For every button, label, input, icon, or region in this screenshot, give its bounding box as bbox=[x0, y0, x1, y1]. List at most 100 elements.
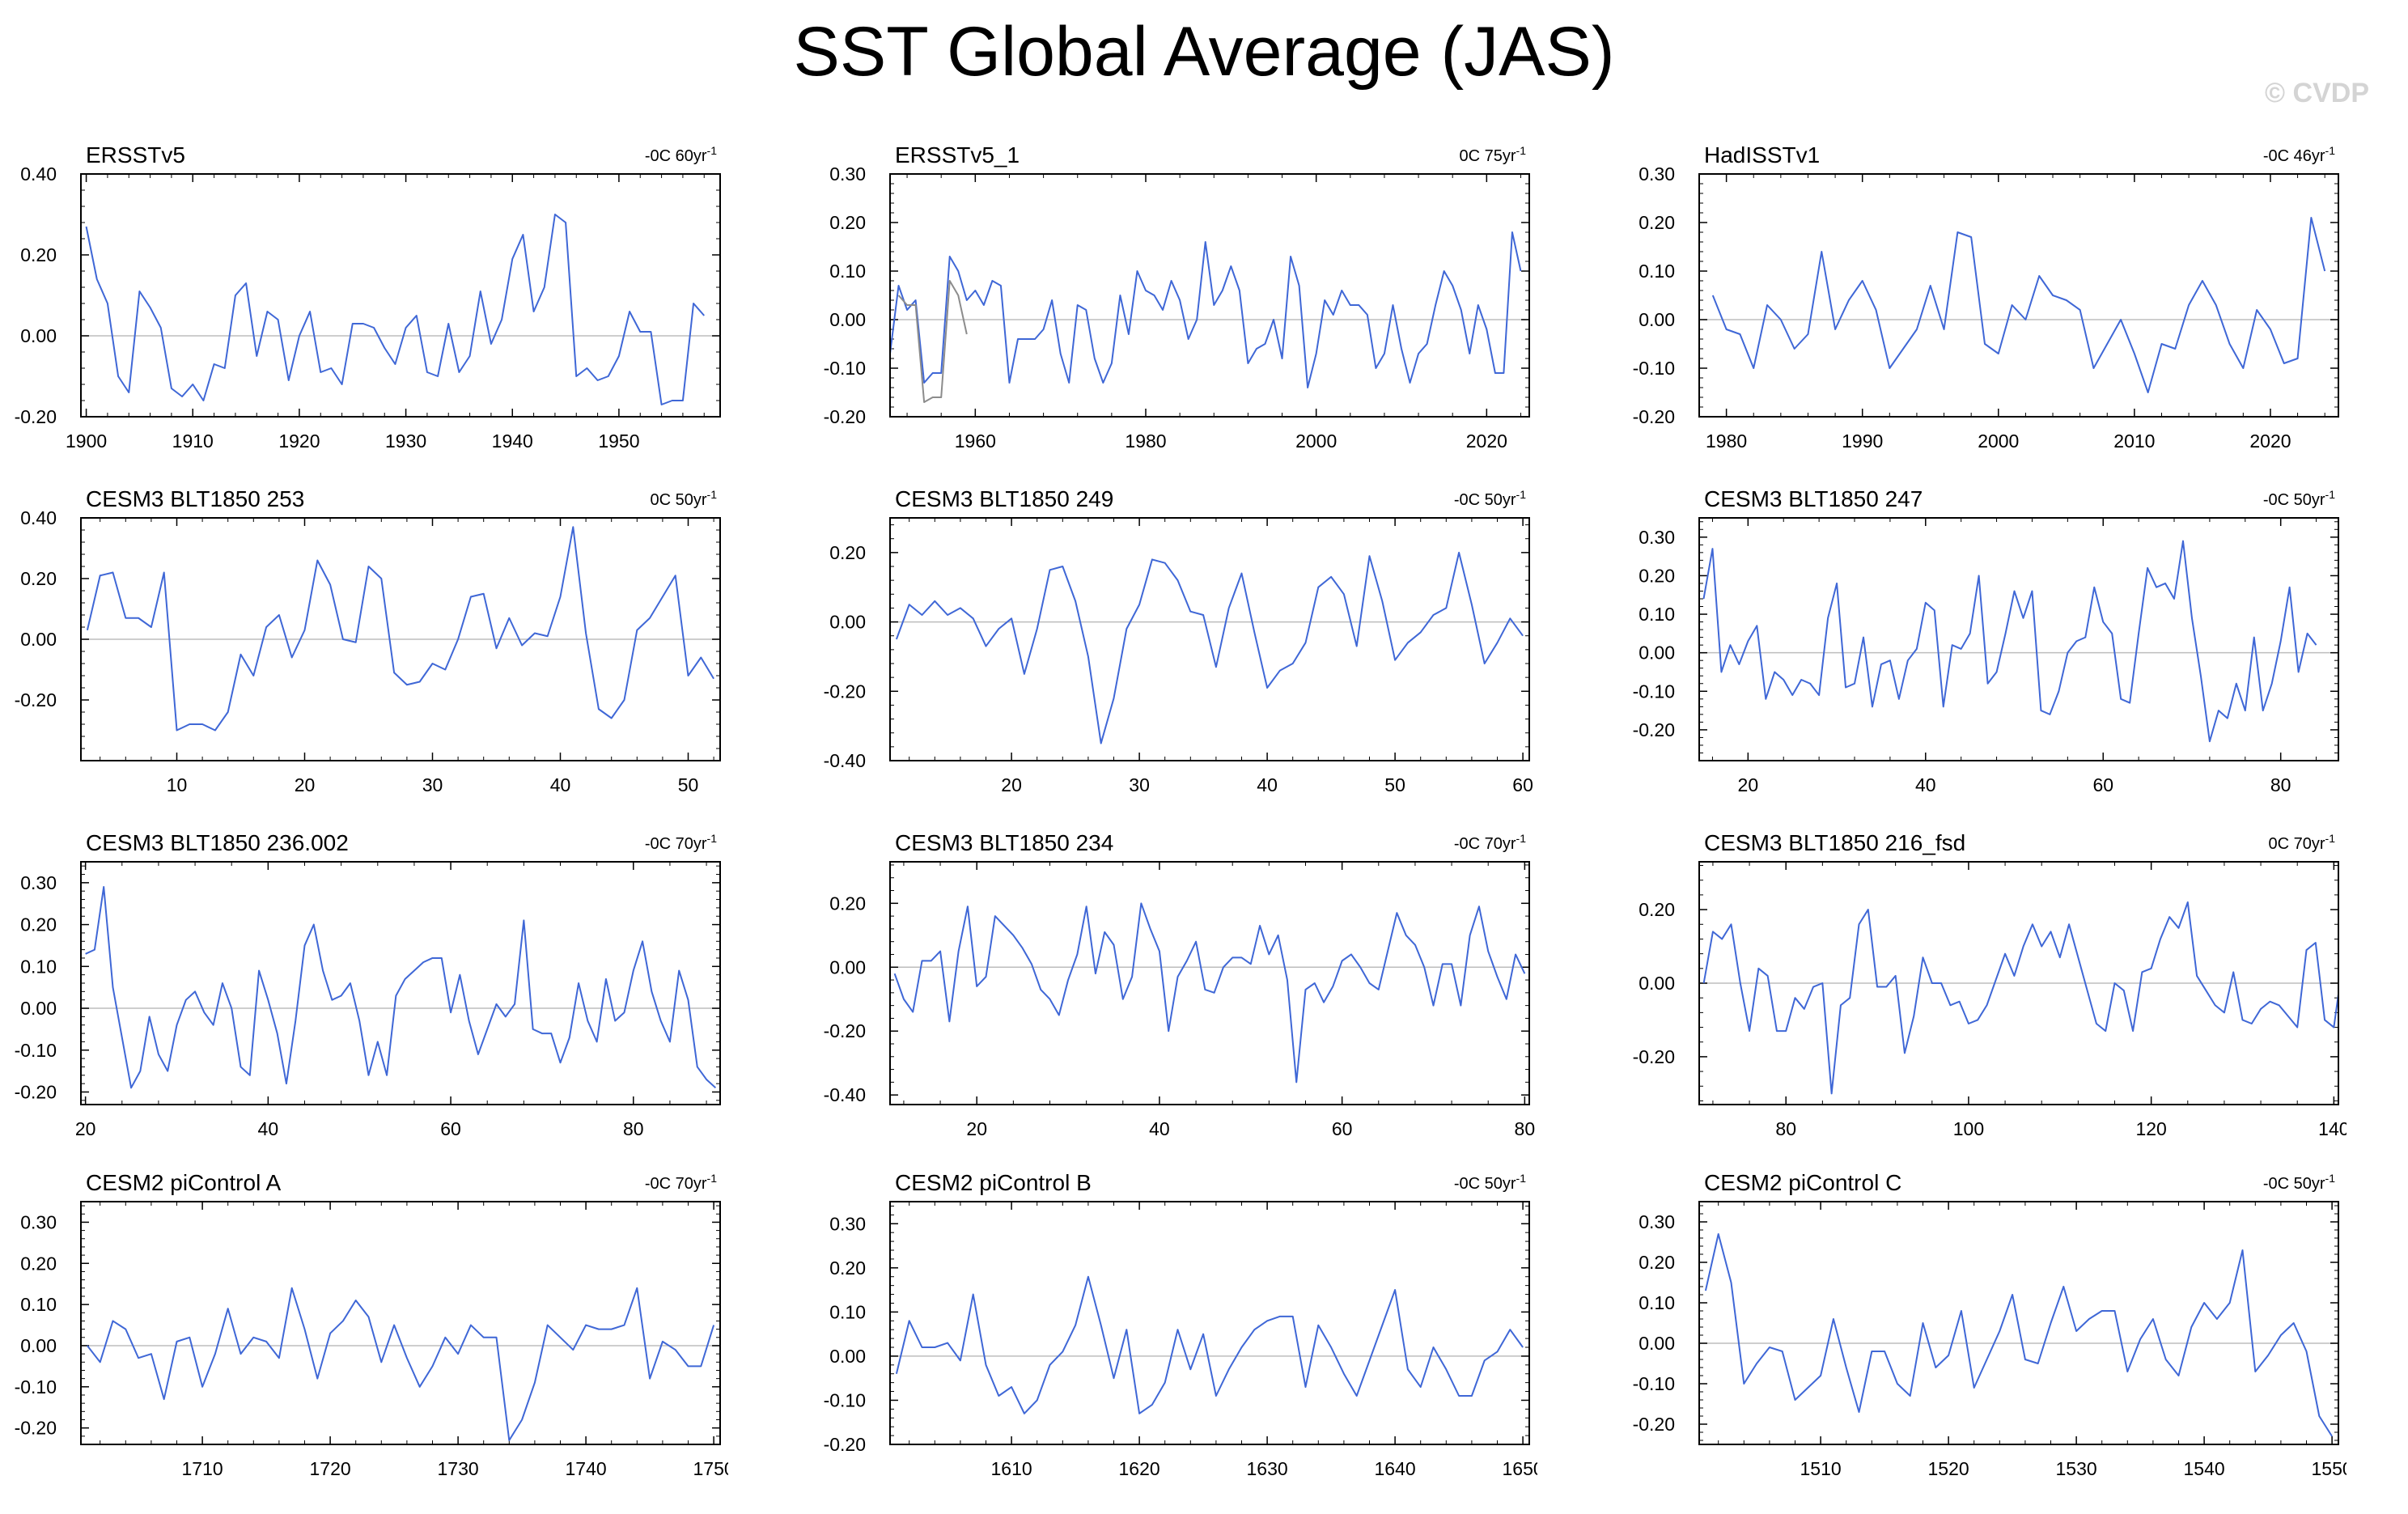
trend-label: 0C 70yr-1 bbox=[2269, 832, 2336, 853]
trend-label: -0C 50yr-1 bbox=[2263, 488, 2335, 509]
data-series-line bbox=[85, 214, 706, 405]
x-tick-label: 10 bbox=[167, 774, 188, 795]
y-tick-label: -0.20 bbox=[15, 1081, 57, 1102]
data-series-line bbox=[86, 526, 714, 732]
x-tick-label: 20 bbox=[1001, 774, 1022, 795]
x-tick-label: 2010 bbox=[2113, 430, 2155, 452]
x-tick-label: 1980 bbox=[1706, 430, 1747, 452]
trend-label: -0C 70yr-1 bbox=[645, 1172, 717, 1193]
y-tick-label: 0.10 bbox=[829, 1301, 866, 1322]
y-tick-label: -0.10 bbox=[15, 1376, 57, 1397]
trend-exponent: -1 bbox=[707, 1172, 718, 1185]
trend-exponent: -1 bbox=[1516, 488, 1527, 501]
x-tick-label: 140 bbox=[2318, 1118, 2347, 1139]
x-tick-label: 40 bbox=[1915, 774, 1936, 795]
trend-exponent: -1 bbox=[707, 832, 718, 845]
plot-frame bbox=[1698, 173, 2339, 418]
y-tick-label: -0.10 bbox=[824, 1389, 866, 1410]
data-series-line bbox=[87, 1287, 715, 1441]
y-tick-label: 0.00 bbox=[20, 629, 57, 650]
chart-title: CESM3 BLT1850 249 bbox=[895, 486, 1113, 511]
chart-title: CESM3 BLT1850 247 bbox=[1704, 486, 1923, 511]
x-tick-label: 1750 bbox=[693, 1458, 728, 1479]
trend-label: -0C 50yr-1 bbox=[1454, 488, 1526, 509]
y-tick-label: 0.20 bbox=[20, 914, 57, 935]
cvdp-watermark: © CVDP bbox=[2265, 78, 2369, 108]
trend-label: 0C 75yr-1 bbox=[1460, 144, 1527, 165]
y-tick-label: 0.30 bbox=[829, 1213, 866, 1234]
x-tick-label: 2020 bbox=[2249, 430, 2291, 452]
y-tick-label: 0.20 bbox=[1639, 1252, 1675, 1273]
y-tick-label: -0.20 bbox=[15, 1418, 57, 1439]
chart-panel: CESM3 BLT1850 247 -0C 50yr-1 -0.20 -0.10 0.0… bbox=[1633, 486, 2339, 795]
y-tick-label: -0.20 bbox=[824, 681, 866, 702]
trend-exponent: -1 bbox=[707, 144, 718, 157]
y-tick-label: 0.30 bbox=[829, 163, 866, 184]
plot-frame bbox=[1698, 1201, 2339, 1445]
x-tick-label: 1710 bbox=[182, 1458, 223, 1479]
y-tick-label: 0.10 bbox=[1639, 1292, 1675, 1313]
data-series-line bbox=[895, 551, 1524, 744]
x-tick-label: 40 bbox=[550, 774, 571, 795]
y-tick-label: 0.40 bbox=[20, 507, 57, 528]
x-tick-label: 1960 bbox=[955, 430, 996, 452]
y-tick-label: 0.20 bbox=[829, 542, 866, 563]
x-tick-label: 1720 bbox=[310, 1458, 351, 1479]
chart-panel: CESM2 piControl B -0C 50yr-1 -0.20 -0.10 0.0… bbox=[824, 1170, 1537, 1479]
data-series-line bbox=[895, 1275, 1524, 1414]
plot-frame bbox=[889, 1201, 1530, 1445]
trend-exponent: -1 bbox=[1516, 144, 1527, 157]
chart-panel: CESM3 BLT1850 253 0C 50yr-1 -0.20 0.00 0.20 0… bbox=[15, 486, 721, 795]
x-tick-label: 60 bbox=[440, 1118, 461, 1139]
y-tick-label: -0.40 bbox=[824, 750, 866, 771]
x-tick-label: 1620 bbox=[1119, 1458, 1160, 1479]
x-tick-label: 1730 bbox=[438, 1458, 479, 1479]
plot-frame bbox=[889, 517, 1530, 761]
y-tick-label: 0.20 bbox=[1639, 899, 1675, 920]
y-tick-label: -0.20 bbox=[1633, 719, 1675, 740]
x-tick-label: 1530 bbox=[2056, 1458, 2097, 1479]
y-tick-label: 0.00 bbox=[20, 325, 57, 346]
trend-label: -0C 70yr-1 bbox=[1454, 832, 1526, 853]
y-tick-label: 0.30 bbox=[20, 1211, 57, 1232]
y-tick-label: 0.10 bbox=[20, 956, 57, 977]
x-tick-label: 1950 bbox=[598, 430, 639, 452]
x-tick-label: 1540 bbox=[2184, 1458, 2225, 1479]
y-tick-label: -0.10 bbox=[1633, 681, 1675, 702]
x-tick-label: 2020 bbox=[1466, 430, 1507, 452]
x-tick-label: 30 bbox=[1129, 774, 1150, 795]
chart-title: CESM3 BLT1850 216_fsd bbox=[1704, 830, 1965, 855]
chart-panel: CESM3 BLT1850 236.002 -0C 70yr-1 -0.20 -0.1… bbox=[15, 830, 721, 1139]
x-tick-label: 30 bbox=[422, 774, 443, 795]
y-tick-label: 0.00 bbox=[829, 956, 866, 978]
x-tick-label: 60 bbox=[1332, 1118, 1353, 1139]
y-tick-label: 0.00 bbox=[1639, 642, 1675, 664]
y-tick-label: 0.20 bbox=[829, 893, 866, 914]
x-tick-label: 40 bbox=[258, 1118, 279, 1139]
y-tick-label: -0.20 bbox=[15, 689, 57, 710]
x-tick-label: 1900 bbox=[66, 430, 107, 452]
trend-exponent: -1 bbox=[1516, 1172, 1527, 1185]
x-tick-label: 1550 bbox=[2312, 1458, 2347, 1479]
y-tick-label: 0.10 bbox=[829, 261, 866, 282]
y-tick-label: -0.20 bbox=[1633, 1414, 1675, 1435]
page-title: SST Global Average (JAS) bbox=[793, 13, 1615, 91]
x-tick-label: 1990 bbox=[1842, 430, 1883, 452]
trend-exponent: -1 bbox=[2325, 1172, 2336, 1185]
trend-label: -0C 50yr-1 bbox=[1454, 1172, 1526, 1193]
plot-frame bbox=[1698, 517, 2339, 761]
data-series-line bbox=[85, 886, 717, 1089]
chart-title: ERSSTv5 bbox=[86, 142, 185, 168]
y-tick-label: -0.20 bbox=[1633, 406, 1675, 427]
trend-exponent: -1 bbox=[707, 488, 718, 501]
y-tick-label: -0.20 bbox=[824, 406, 866, 427]
x-tick-label: 80 bbox=[623, 1118, 644, 1139]
x-tick-label: 80 bbox=[2270, 774, 2291, 795]
chart-panel: CESM3 BLT1850 216_fsd 0C 70yr-1 -0.20 0.00 0… bbox=[1633, 830, 2347, 1139]
secondary-series-line bbox=[897, 280, 968, 403]
plot-frame bbox=[80, 517, 721, 761]
y-tick-label: 0.00 bbox=[20, 1335, 57, 1356]
x-tick-label: 1640 bbox=[1375, 1458, 1416, 1479]
y-tick-label: 0.00 bbox=[20, 998, 57, 1019]
plot-frame bbox=[80, 1201, 721, 1445]
